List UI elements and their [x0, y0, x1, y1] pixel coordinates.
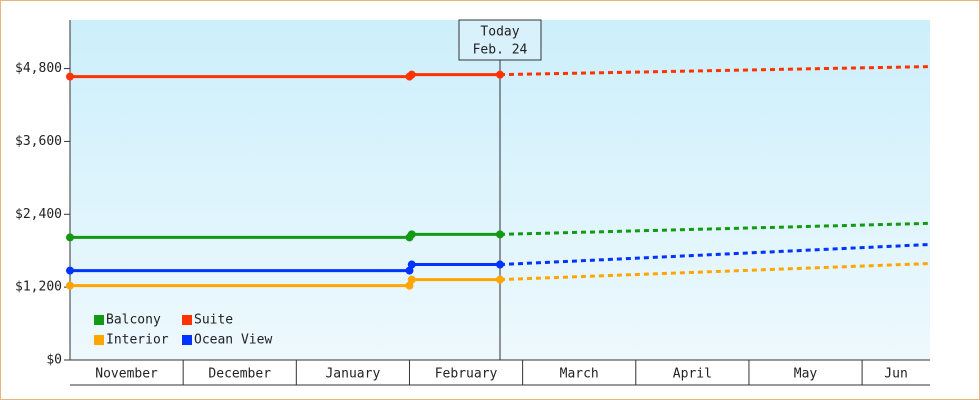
x-tick-label: March	[560, 367, 599, 382]
point	[405, 281, 414, 290]
legend-label: Ocean View	[194, 333, 272, 348]
point	[407, 230, 416, 239]
point	[407, 70, 416, 79]
point	[405, 266, 414, 275]
legend-label: Balcony	[106, 313, 161, 328]
x-tick-label: May	[794, 367, 818, 382]
y-tick-label: $1,200	[15, 280, 62, 295]
x-tick-label: December	[208, 367, 271, 382]
point	[407, 275, 416, 284]
legend-swatch	[182, 315, 192, 325]
legend-swatch	[94, 315, 104, 325]
today-date: Feb. 24	[473, 43, 528, 58]
y-tick-label: $3,600	[15, 134, 62, 149]
point	[66, 233, 74, 242]
x-tick-label: April	[673, 367, 712, 382]
x-tick-label: January	[325, 367, 380, 382]
x-tick-label: November	[95, 367, 158, 382]
x-tick-label: February	[435, 367, 498, 382]
point	[496, 260, 504, 269]
today-box	[458, 19, 542, 61]
point	[66, 72, 74, 81]
point	[496, 70, 504, 79]
y-tick-label: $0	[46, 353, 62, 368]
legend-swatch	[182, 335, 192, 345]
point	[496, 275, 504, 284]
legend-swatch	[94, 335, 104, 345]
y-tick-label: $4,800	[15, 61, 62, 76]
point	[66, 281, 74, 290]
y-tick-label: $2,400	[15, 207, 62, 222]
today-label: Today	[480, 25, 519, 40]
legend-label: Interior	[106, 333, 169, 348]
point	[496, 230, 504, 239]
legend-label: Suite	[194, 313, 233, 328]
point	[66, 266, 74, 275]
point	[407, 260, 416, 269]
x-tick-label: Jun	[884, 367, 907, 382]
